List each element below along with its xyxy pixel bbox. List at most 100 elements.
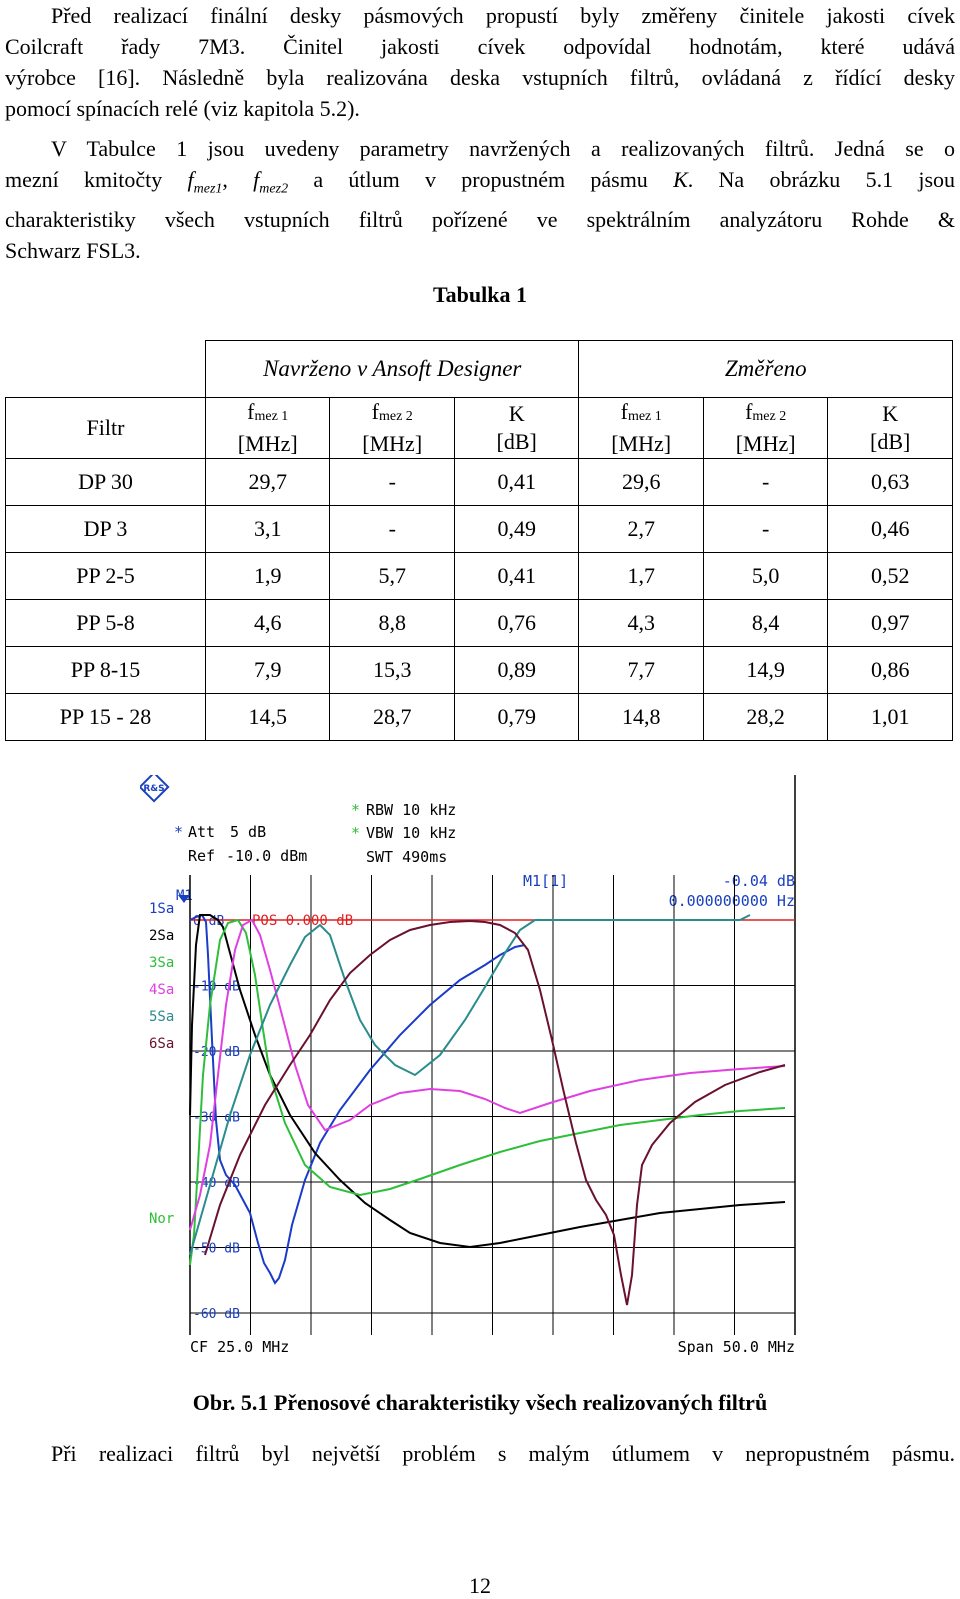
outro-paragraph: Při realizaci filtrů byl největší problé… — [5, 1438, 955, 1469]
ref-value: -10.0 dBm — [226, 847, 307, 865]
text-line: pomocí spínacích relé (viz kapitola 5.2)… — [5, 96, 360, 121]
value-cell: - — [329, 458, 455, 506]
value-cell: 15,3 — [329, 646, 455, 694]
col-filter: Filtr — [5, 397, 206, 459]
swt-value: SWT 490ms — [366, 848, 447, 866]
pos-label: POS 0.000 dB — [252, 913, 353, 929]
value-cell: 14,5 — [204, 693, 331, 741]
trace-1 — [189, 913, 526, 1285]
span-label: Span 50.0 MHz — [678, 1338, 795, 1355]
value-cell: 0,89 — [453, 646, 580, 694]
text-line: V Tabulce 1 jsou uvedeny parametry navrž… — [51, 136, 955, 161]
text-line: Při realizaci filtrů byl největší problé… — [51, 1441, 955, 1466]
value-cell: 1,9 — [204, 552, 331, 600]
table-title: Tabulka 1 — [433, 282, 527, 307]
db-label: -20 dB — [193, 1045, 240, 1060]
text-line: mezní kmitočty fmez1, fmez2 a útlum v pr… — [5, 167, 956, 197]
marker-box: M1[1] — [523, 872, 568, 890]
value-cell: 2,7 — [578, 505, 704, 553]
text-line: Schwarz FSL3. — [5, 238, 141, 264]
trace-4 — [189, 918, 786, 1231]
marker-level: -0.04 dB — [723, 872, 795, 890]
trace-label-5: 5Sa — [149, 1009, 174, 1025]
svg-text:R&S: R&S — [143, 784, 164, 794]
value-cell: 0,46 — [827, 505, 953, 553]
cf-label: CF 25.0 MHz — [190, 1338, 289, 1355]
table-column-header: Filtr fmez 1 [MHz] fmez 2 [MHz] K [dB] fmez… — [5, 397, 953, 459]
table-row: PP 8-15 7,9 15,3 0,89 7,7 14,9 0,86 — [5, 646, 953, 694]
col-k-designed: K [dB] — [453, 397, 580, 459]
rbw-asterisk: * — [351, 801, 360, 819]
intro-paragraph-1: Před realizací finální desky pásmových p… — [5, 0, 955, 124]
db-label: -40 dB — [193, 1176, 240, 1191]
text-line: výrobce [16]. Následně byla realizována … — [5, 65, 955, 90]
filter-name-cell: DP 30 — [5, 458, 206, 506]
page-number: 12 — [469, 1573, 491, 1598]
value-cell: 8,4 — [702, 599, 829, 647]
value-cell: 0,41 — [453, 458, 580, 506]
value-cell: - — [329, 505, 455, 553]
value-cell: 0,86 — [827, 646, 953, 694]
value-cell: 0,41 — [453, 552, 580, 600]
trace-label-4: 4Sa — [149, 982, 174, 998]
rbw-value: RBW 10 kHz — [366, 801, 456, 819]
value-cell: 0,49 — [453, 505, 580, 553]
table-row: PP 2-5 1,9 5,7 0,41 1,7 5,0 0,52 — [5, 552, 953, 600]
value-cell: 4,3 — [578, 599, 704, 647]
value-cell: 5,0 — [702, 552, 829, 600]
value-cell: 14,8 — [578, 693, 704, 741]
att-asterisk: * — [174, 823, 183, 841]
group-designed: Navrženo v Ansoft Designer — [204, 340, 580, 398]
filter-name-cell: PP 15 - 28 — [5, 693, 206, 741]
text-line: Coilcraft řady 7M3. Činitel jakosti cíve… — [5, 34, 955, 59]
value-cell: 1,01 — [827, 693, 953, 741]
group-measured: Změřeno — [578, 340, 953, 398]
value-cell: 5,7 — [329, 552, 455, 600]
ref-label: Ref — [188, 847, 215, 865]
trace-label-6: 6Sa — [149, 1036, 174, 1052]
col-k-measured: K [dB] — [827, 397, 953, 459]
db-label: -10 dB — [193, 980, 240, 995]
value-cell: - — [702, 505, 829, 553]
value-cell: 14,9 — [702, 646, 829, 694]
filter-name-cell: DP 3 — [5, 505, 206, 553]
trace-6 — [204, 919, 786, 1306]
value-cell: 7,9 — [204, 646, 331, 694]
marker-m1-icon — [178, 895, 190, 903]
table-group-header: Navrženo v Ansoft Designer Změřeno — [5, 340, 953, 398]
value-cell: 1,7 — [578, 552, 704, 600]
trace-curves — [189, 913, 786, 1306]
value-cell: - — [702, 458, 829, 506]
value-cell: 29,7 — [204, 458, 331, 506]
col-f2-designed: fmez 2 [MHz] — [329, 397, 455, 459]
text-line: Před realizací finální desky pásmových p… — [51, 3, 955, 28]
table-row: PP 15 - 28 14,5 28,7 0,79 14,8 28,2 1,01 — [5, 693, 953, 741]
marker-freq: 0.000000000 Hz — [669, 892, 795, 910]
trace-label-2: 2Sa — [149, 928, 174, 944]
table-row: PP 5-8 4,6 8,8 0,76 4,3 8,4 0,97 — [5, 599, 953, 647]
value-cell: 7,7 — [578, 646, 704, 694]
vbw-asterisk: * — [351, 824, 360, 842]
col-f2-measured: fmez 2 [MHz] — [702, 397, 829, 459]
table-row: DP 3 3,1-0,49 2,7-0,46 — [5, 505, 953, 553]
att-value: 5 dB — [230, 823, 266, 841]
intro-paragraph-2: V Tabulce 1 jsou uvedeny parametry navrž… — [5, 133, 955, 266]
value-cell: 29,6 — [578, 458, 704, 506]
db-label: -60 dB — [193, 1307, 240, 1322]
text-line: charakteristiky všech vstupních filtrů p… — [5, 207, 955, 233]
table-row: DP 30 29,7-0,41 29,6-0,63 — [5, 458, 953, 506]
vbw-value: VBW 10 kHz — [366, 824, 456, 842]
value-cell: 0,52 — [827, 552, 953, 600]
db-label: 0 dB — [193, 914, 224, 929]
spectrum-analyzer-screenshot: R&S * Att 5 dB Ref -10.0 dBm * RBW 10 kH… — [140, 775, 796, 1355]
trace-3 — [189, 918, 786, 1266]
value-cell: 0,63 — [827, 458, 953, 506]
rs-logo-icon: R&S — [140, 775, 170, 803]
value-cell: 28,7 — [329, 693, 455, 741]
trace-label-3: 3Sa — [149, 955, 174, 971]
trace-labels: 1Sa 2Sa 3Sa 4Sa 5Sa 6Sa — [149, 901, 174, 1052]
col-f1-designed: fmez 1 [MHz] — [204, 397, 331, 459]
att-label: Att — [188, 823, 215, 841]
col-f1-measured: fmez 1 [MHz] — [578, 397, 704, 459]
nor-label: Nor — [149, 1211, 174, 1227]
